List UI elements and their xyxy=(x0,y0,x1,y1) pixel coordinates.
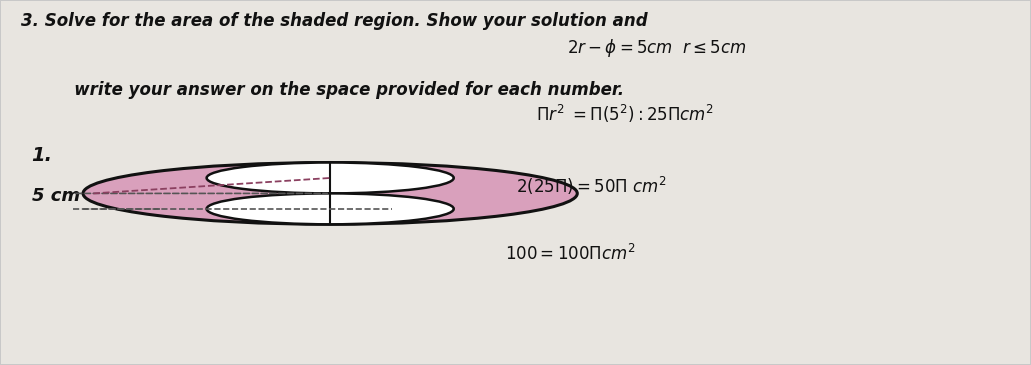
Ellipse shape xyxy=(206,193,454,224)
Text: $\Pi r^2$ $= \Pi(5^2): 25\Pi cm^2$: $\Pi r^2$ $= \Pi(5^2): 25\Pi cm^2$ xyxy=(536,103,714,124)
Text: 1.: 1. xyxy=(32,146,53,165)
Ellipse shape xyxy=(206,162,454,193)
Text: $2r-\phi=5cm$  $r\leq 5cm$: $2r-\phi=5cm$ $r\leq 5cm$ xyxy=(567,37,746,59)
Text: $2(25\Pi)= 50\Pi\ cm^2$: $2(25\Pi)= 50\Pi\ cm^2$ xyxy=(516,175,667,197)
Text: 5 cm: 5 cm xyxy=(32,187,79,205)
Ellipse shape xyxy=(84,162,577,224)
Text: 3. Solve for the area of the shaded region. Show your solution and: 3. Solve for the area of the shaded regi… xyxy=(22,12,647,30)
Text: $100 = 100\Pi cm^2$: $100 = 100\Pi cm^2$ xyxy=(505,244,636,264)
Text: write your answer on the space provided for each number.: write your answer on the space provided … xyxy=(58,81,625,99)
